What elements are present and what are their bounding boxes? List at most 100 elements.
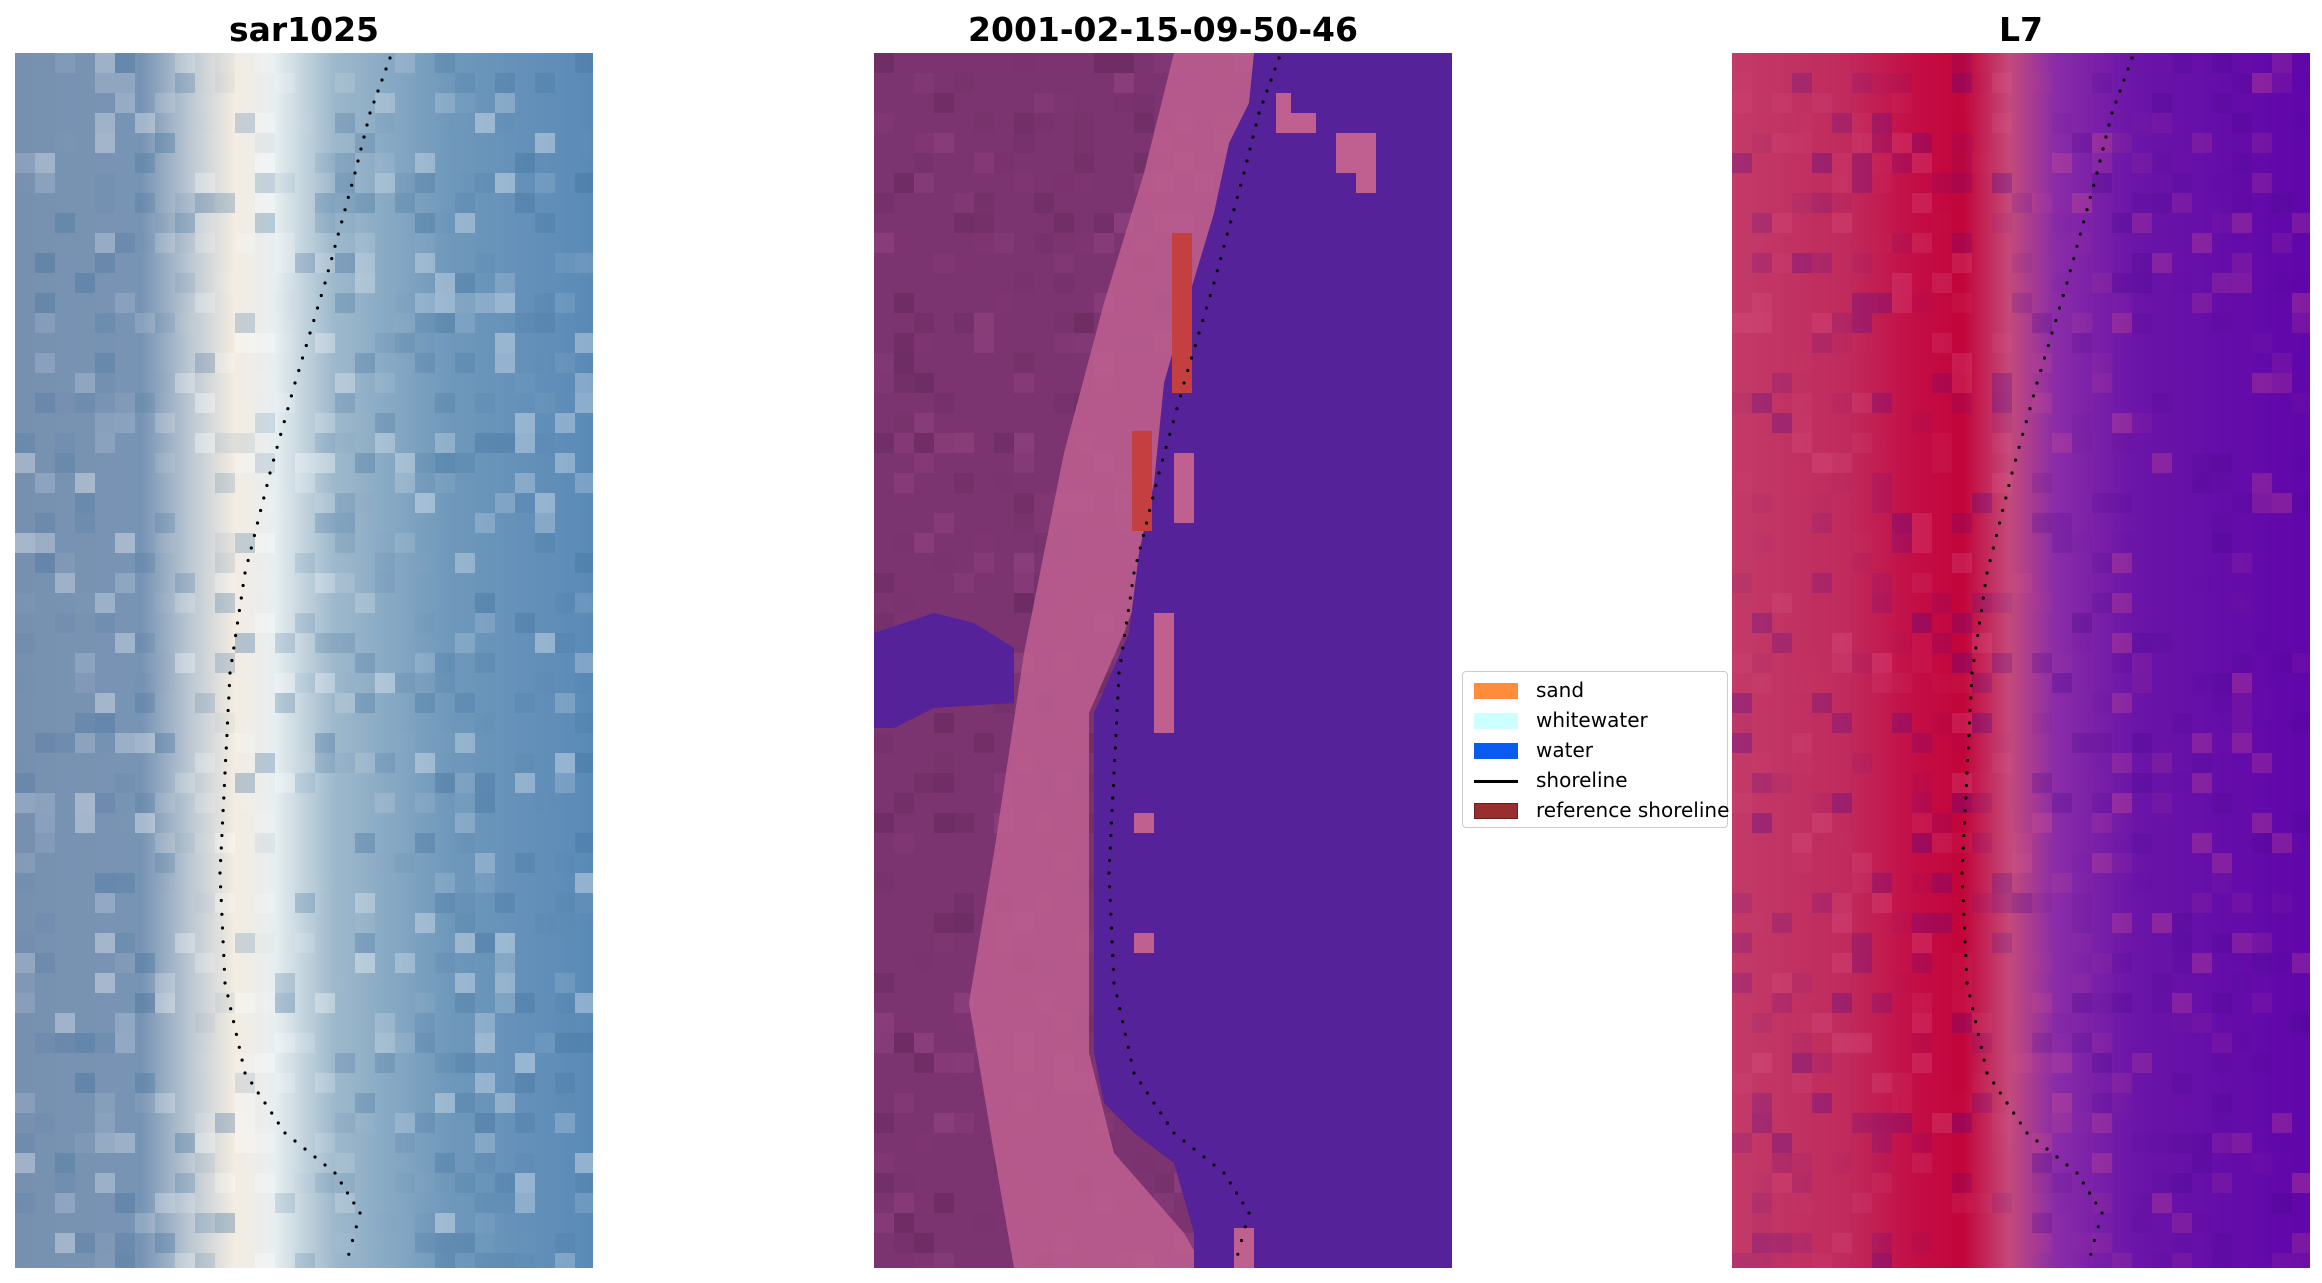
beach-class-patch	[1336, 133, 1376, 173]
texture-pixel	[874, 373, 894, 393]
texture-pixel	[1014, 173, 1034, 193]
texture-pixel	[1892, 273, 1912, 293]
shoreline-point	[2068, 269, 2072, 273]
texture-pixel	[1732, 393, 1752, 413]
texture-pixel	[135, 673, 155, 693]
texture-pixel	[415, 1013, 435, 1033]
texture-pixel	[1792, 413, 1812, 433]
shoreline-point	[279, 432, 283, 436]
shoreline-point	[229, 1007, 233, 1011]
texture-pixel	[455, 793, 475, 813]
texture-pixel	[1952, 993, 1972, 1013]
texture-pixel	[1732, 893, 1752, 913]
shoreline-point	[2012, 1111, 2016, 1115]
texture-pixel	[475, 1033, 495, 1053]
texture-pixel	[575, 53, 593, 73]
texture-pixel	[255, 1053, 275, 1073]
texture-pixel	[475, 933, 495, 953]
texture-pixel	[2032, 1133, 2052, 1153]
shoreline-point	[1108, 885, 1112, 889]
texture-pixel	[1014, 453, 1034, 473]
shoreline-point	[235, 621, 240, 625]
rgb-image-panel	[15, 53, 593, 1268]
shoreline-point	[2089, 1252, 2093, 1256]
texture-pixel	[2252, 933, 2272, 953]
texture-pixel	[874, 733, 894, 753]
shoreline-point	[330, 257, 334, 261]
texture-pixel	[2192, 673, 2212, 693]
texture-pixel	[2012, 1053, 2032, 1073]
texture-pixel	[435, 453, 455, 473]
texture-pixel	[1752, 673, 1772, 693]
texture-pixel	[375, 1213, 395, 1233]
texture-pixel	[215, 273, 235, 293]
classified-shoreline	[1107, 56, 1281, 1256]
texture-pixel	[555, 913, 575, 933]
shoreline-point	[315, 306, 320, 310]
texture-pixel	[255, 813, 275, 833]
texture-pixel	[255, 613, 275, 633]
texture-pixel	[515, 773, 535, 793]
texture-pixel	[2272, 1113, 2292, 1133]
texture-pixel	[535, 533, 555, 553]
texture-pixel	[914, 453, 934, 473]
texture-pixel	[195, 1133, 215, 1153]
shoreline-point	[2078, 232, 2082, 236]
texture-pixel	[2172, 53, 2192, 73]
texture-pixel	[375, 673, 395, 693]
texture-pixel	[1792, 1233, 1812, 1253]
texture-pixel	[155, 853, 175, 873]
texture-pixel	[1752, 1213, 1772, 1233]
texture-pixel	[315, 153, 335, 173]
texture-pixel	[95, 173, 115, 193]
shoreline-point	[220, 912, 224, 916]
texture-pixel	[1952, 393, 1972, 413]
texture-pixel	[2092, 753, 2112, 773]
texture-pixel	[155, 413, 175, 433]
texture-pixel	[1852, 393, 1872, 413]
texture-pixel	[2212, 733, 2232, 753]
texture-pixel	[435, 1233, 455, 1253]
texture-pixel	[515, 313, 535, 333]
texture-pixel	[2032, 73, 2052, 93]
texture-pixel	[954, 213, 974, 233]
texture-pixel	[2172, 1073, 2192, 1093]
texture-pixel	[1852, 153, 1872, 173]
shoreline-point	[1132, 1071, 1136, 1075]
texture-pixel	[35, 553, 55, 573]
texture-pixel	[1952, 1113, 1972, 1133]
texture-pixel	[575, 473, 593, 493]
texture-pixel	[575, 553, 593, 573]
shoreline-point	[1964, 796, 1968, 800]
texture-pixel	[934, 513, 954, 533]
texture-pixel	[195, 393, 215, 413]
texture-pixel	[1792, 973, 1812, 993]
texture-pixel	[1912, 873, 1932, 893]
texture-pixel	[475, 1133, 495, 1153]
texture-pixel	[215, 733, 235, 753]
texture-pixel	[1014, 113, 1034, 133]
shoreline-point	[270, 1111, 274, 1115]
texture-pixel	[2012, 853, 2032, 873]
texture-pixel	[2132, 413, 2152, 433]
texture-pixel	[235, 1113, 255, 1133]
texture-pixel	[235, 133, 255, 153]
texture-pixel	[75, 813, 95, 833]
texture-pixel	[2092, 73, 2112, 93]
texture-pixel	[2292, 213, 2310, 233]
texture-pixel	[2032, 953, 2052, 973]
texture-pixel	[1992, 333, 2012, 353]
texture-pixel	[335, 433, 355, 453]
texture-pixel	[1892, 673, 1912, 693]
texture-pixel	[415, 253, 435, 273]
texture-pixel	[2152, 1133, 2172, 1153]
texture-pixel	[215, 53, 235, 73]
texture-pixel	[1752, 393, 1772, 413]
shoreline-point	[1229, 220, 1233, 224]
texture-pixel	[914, 173, 934, 193]
texture-pixel	[1912, 1013, 1932, 1033]
texture-pixel	[1054, 313, 1074, 333]
shoreline-point	[319, 293, 323, 298]
texture-pixel	[575, 993, 593, 1013]
shoreline-point	[220, 821, 225, 825]
